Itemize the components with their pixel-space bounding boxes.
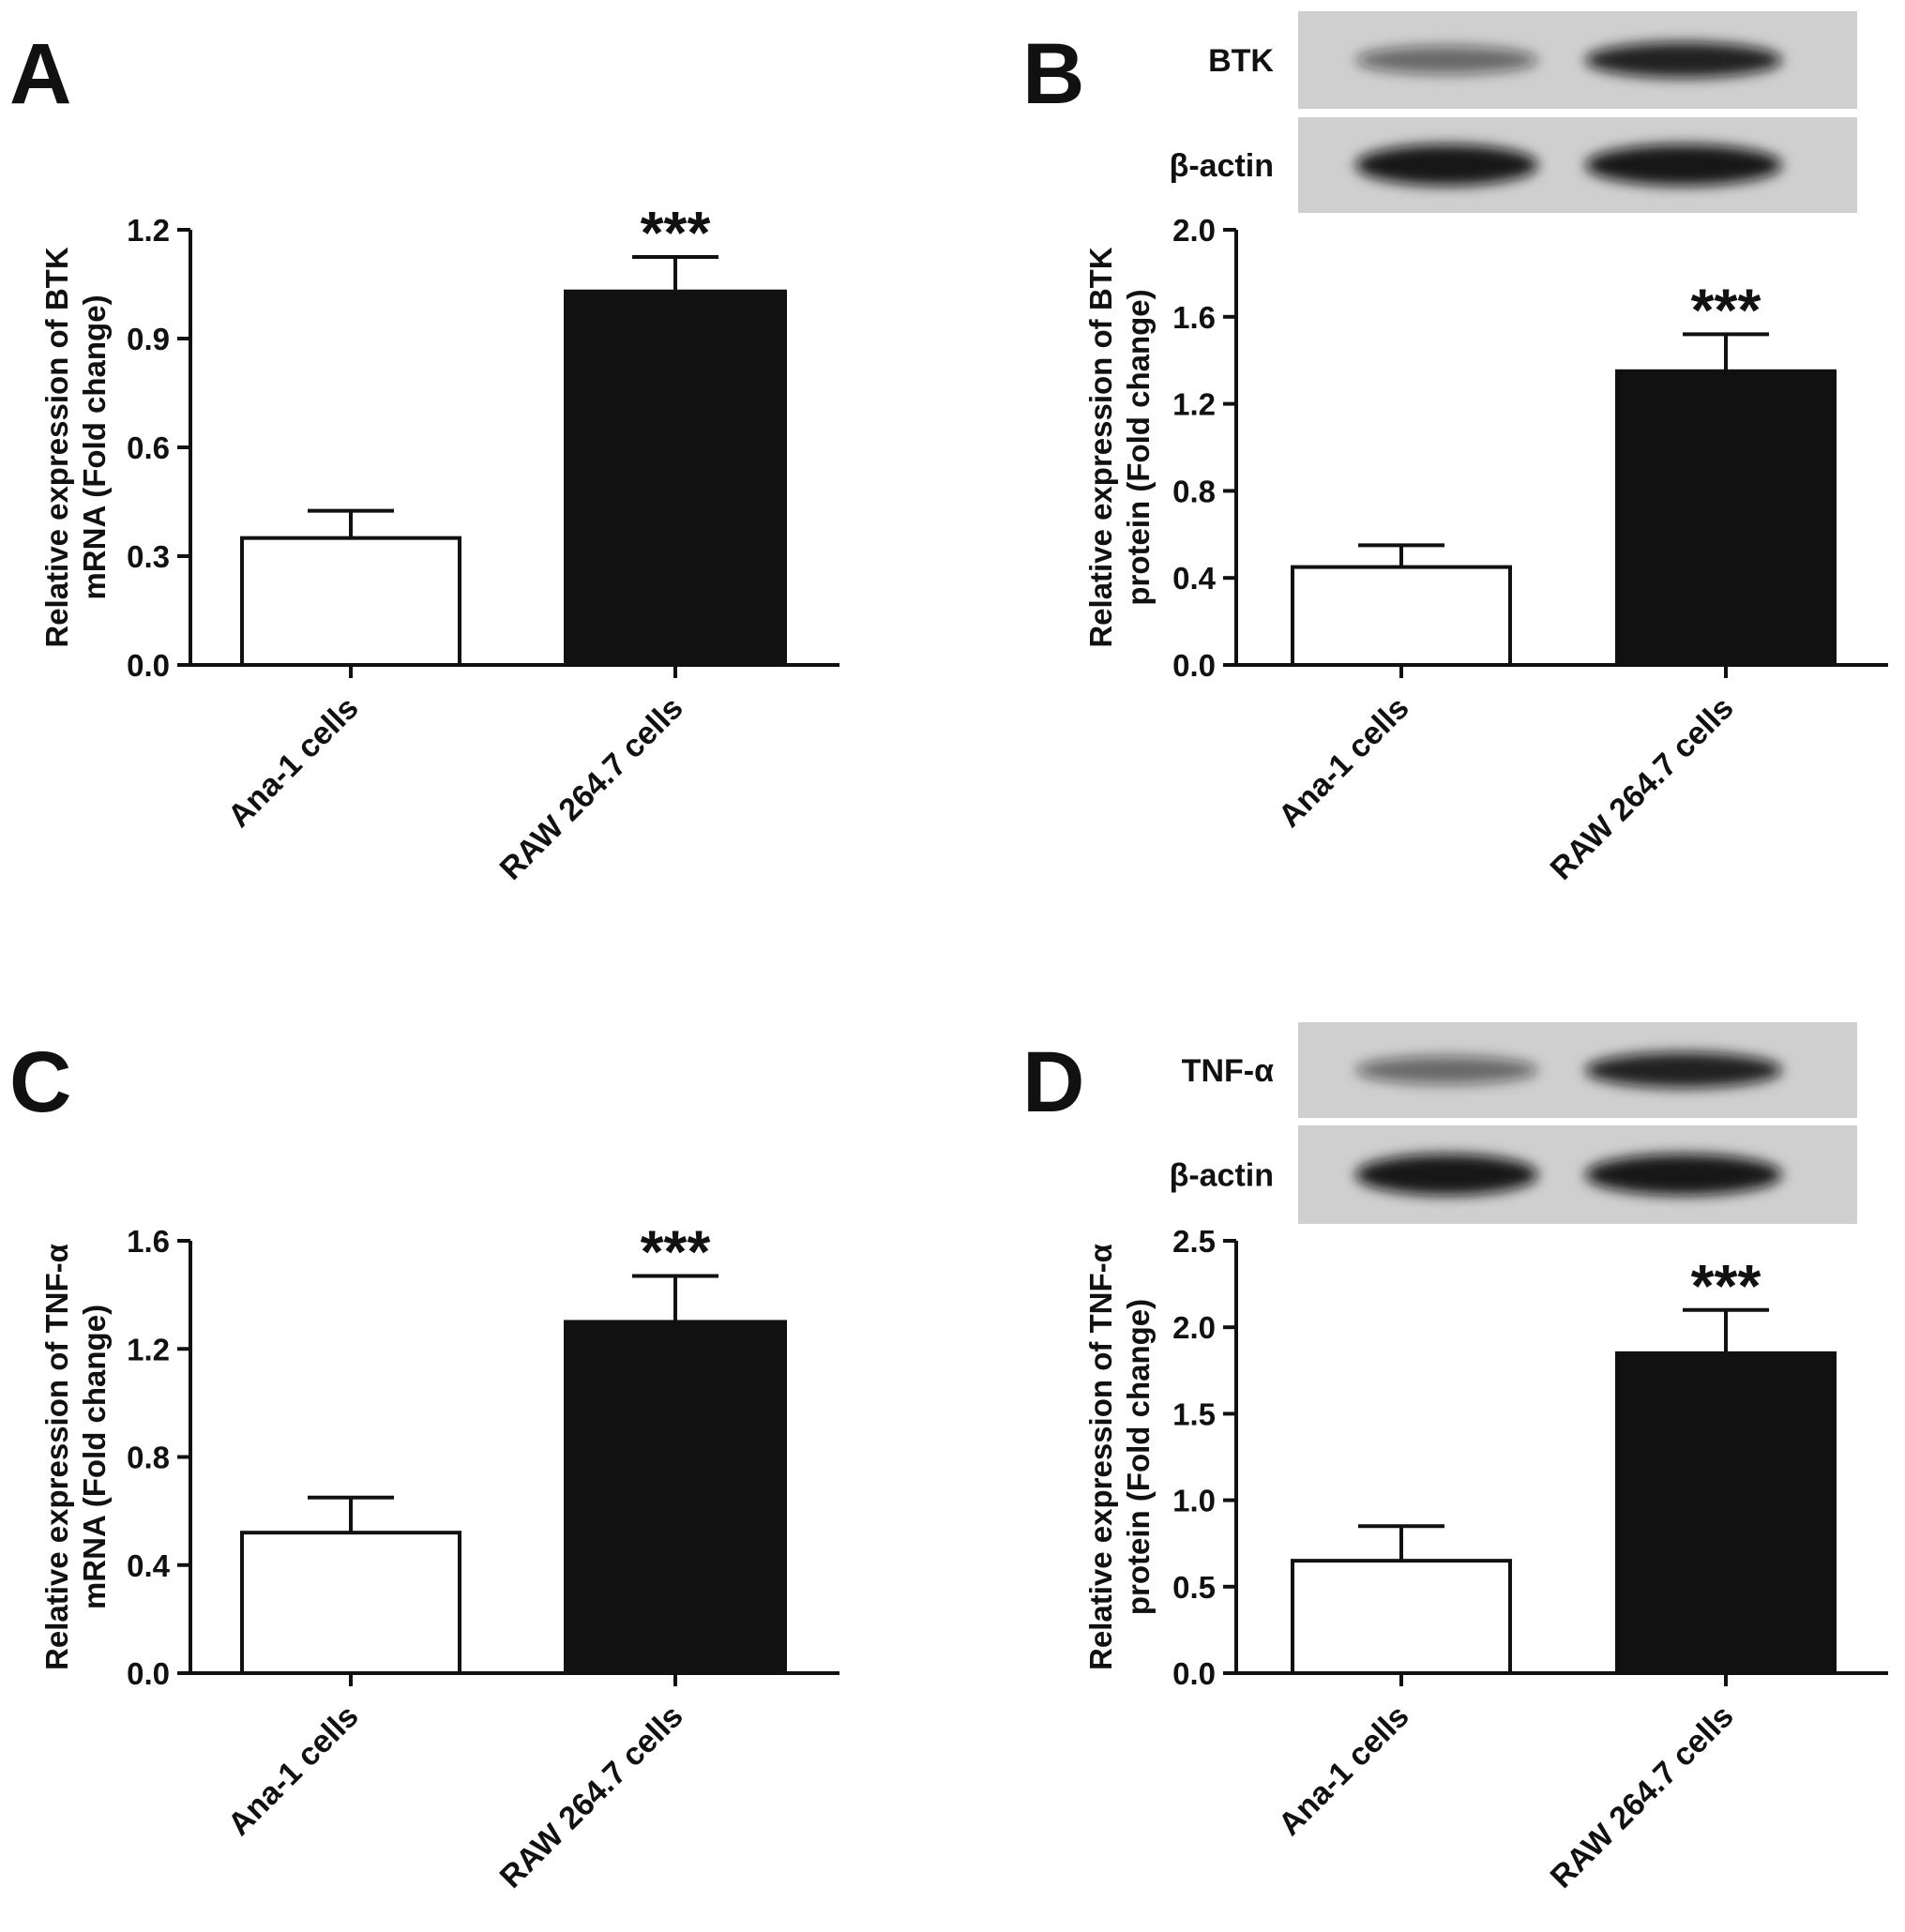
bar [1291, 565, 1512, 667]
blot-band [1355, 46, 1538, 74]
y-tick-label: 1.2 [127, 213, 170, 248]
chart-panel-d: D TNF-α β-actin 0.0 0.5 1.0 1.5 2.0 2.5 Relative … [1022, 1022, 1888, 1895]
y-tick-label: 0.0 [127, 1656, 170, 1691]
bar [240, 536, 461, 668]
category-label: Ana-1 cells [221, 1698, 366, 1843]
y-tick-label: 1.5 [1172, 1396, 1216, 1431]
significance-marker: *** [641, 1217, 711, 1285]
y-tick-label: 0.5 [1172, 1570, 1216, 1605]
blot-row-label: β-actin [1170, 148, 1274, 184]
significance-marker: *** [641, 199, 711, 266]
y-tick-label: 0.8 [1172, 474, 1216, 508]
y-axis-title: protein (Fold change) [1121, 1299, 1156, 1615]
y-tick-label: 0.9 [127, 322, 170, 356]
y-tick-label: 0.0 [1172, 648, 1216, 683]
y-axis-title: Relative expression of TNF-α [1083, 1244, 1118, 1670]
panel-letter: C [9, 1034, 71, 1130]
blot-band [1355, 144, 1538, 186]
category-label: RAW 264.7 cells [493, 1698, 690, 1895]
y-tick-label: 1.2 [1172, 387, 1216, 422]
panel-letter: B [1022, 26, 1084, 122]
blot-row-label: β-actin [1170, 1158, 1274, 1194]
blot-band [1585, 42, 1782, 78]
significance-marker: *** [1691, 276, 1761, 343]
blot-band [1585, 1154, 1782, 1196]
blot-row-label: BTK [1208, 43, 1274, 79]
blot-band [1355, 1056, 1538, 1084]
significance-marker: *** [1691, 1252, 1761, 1320]
bar [564, 1320, 787, 1675]
chart-panel-c: C 0.0 0.4 0.8 1.2 1.6 Relative expression of T… [9, 1034, 839, 1895]
y-tick-label: 0.8 [127, 1441, 170, 1475]
y-axis-title: Relative expression of BTK [1083, 247, 1118, 647]
y-axis-title: mRNA (Fold change) [77, 294, 112, 599]
chart-panel-a: A 0.0 0.3 0.6 0.9 1.2 Relative expression of B… [9, 26, 839, 887]
blot-row-label: TNF-α [1182, 1053, 1274, 1089]
y-tick-label: 2.5 [1172, 1224, 1216, 1259]
bar [240, 1531, 461, 1676]
y-tick-label: 1.2 [127, 1332, 170, 1366]
y-tick-label: 0.4 [1172, 561, 1217, 596]
y-tick-label: 1.6 [1172, 300, 1216, 335]
y-tick-label: 0.4 [127, 1548, 171, 1583]
y-tick-label: 0.0 [127, 648, 170, 683]
y-tick-label: 0.0 [1172, 1656, 1216, 1691]
y-axis-title: Relative expression of BTK [39, 247, 74, 647]
bar [1291, 1559, 1512, 1676]
blot-band [1355, 1154, 1538, 1196]
y-tick-label: 2.0 [1172, 213, 1216, 248]
bar [564, 289, 787, 667]
blot-band [1585, 144, 1782, 186]
category-label: RAW 264.7 cells [493, 690, 690, 887]
category-label: RAW 264.7 cells [1544, 690, 1741, 887]
y-axis-title: protein (Fold change) [1121, 289, 1156, 605]
category-label: Ana-1 cells [221, 690, 366, 835]
category-label: Ana-1 cells [1272, 1698, 1416, 1843]
chart-panel-b: B BTK β-actin 0.0 0.4 0.8 1.2 1.6 2.0 Relative ex… [1022, 11, 1888, 887]
y-axis-title: Relative expression of TNF-α [39, 1244, 74, 1670]
y-tick-label: 1.6 [127, 1224, 170, 1259]
y-tick-label: 2.0 [1172, 1310, 1216, 1345]
y-axis-title: mRNA (Fold change) [77, 1305, 112, 1609]
blot-band [1585, 1052, 1782, 1088]
panel-letter: D [1022, 1034, 1084, 1130]
y-tick-label: 1.0 [1172, 1484, 1216, 1518]
category-label: Ana-1 cells [1272, 690, 1416, 835]
y-tick-label: 0.3 [127, 539, 170, 574]
panel-letter: A [9, 26, 71, 122]
bar [1615, 1351, 1837, 1675]
category-label: RAW 264.7 cells [1544, 1698, 1741, 1895]
bar [1615, 369, 1837, 667]
y-tick-label: 0.6 [127, 430, 170, 465]
